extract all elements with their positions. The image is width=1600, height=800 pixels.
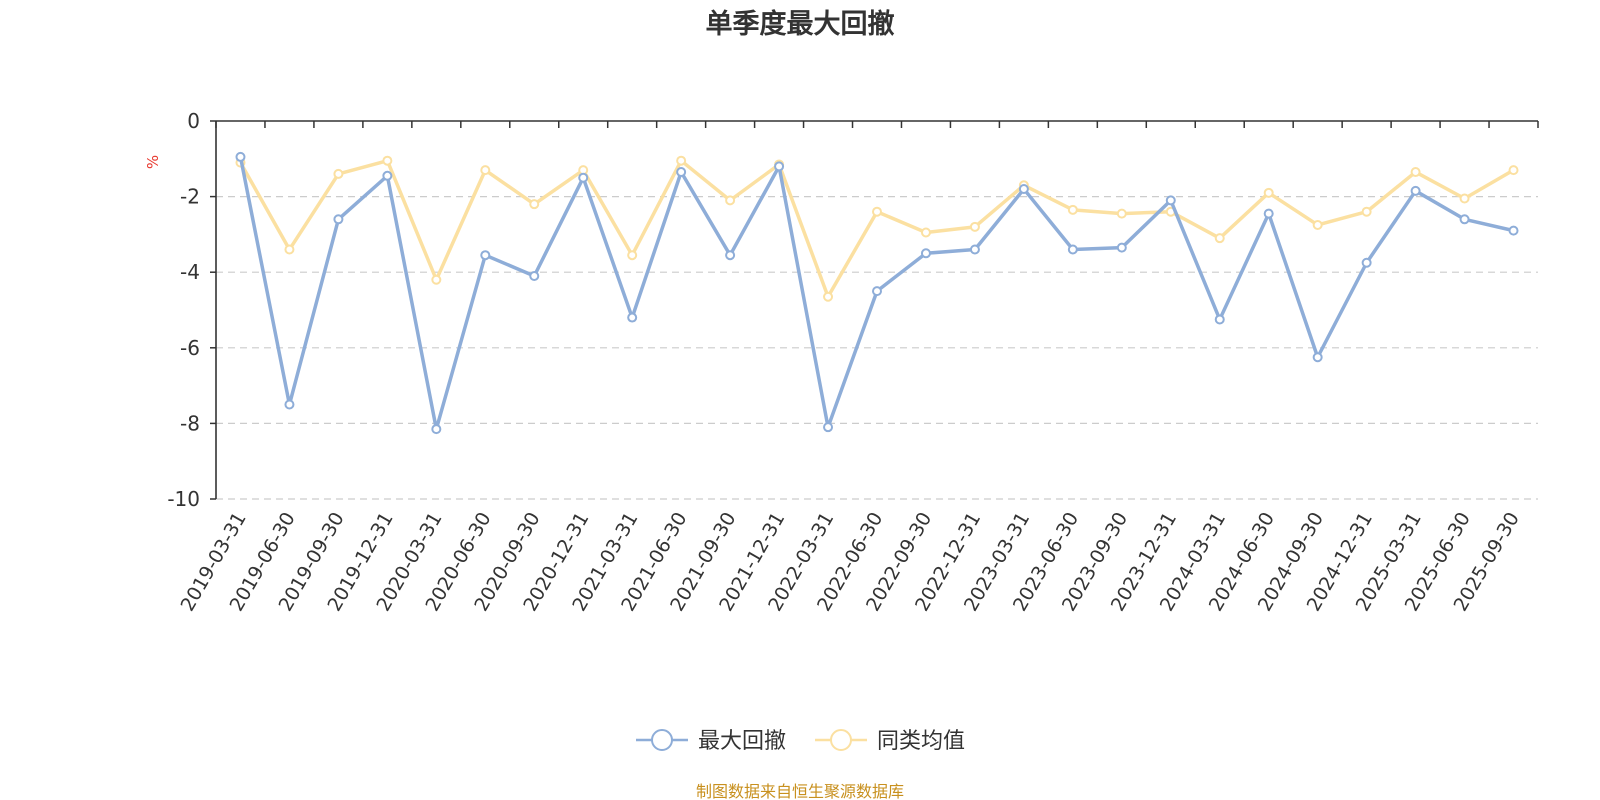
data-point[interactable] bbox=[1410, 185, 1421, 196]
legend[interactable]: 最大回撤 同类均值 bbox=[636, 729, 965, 754]
series-peer-average bbox=[235, 155, 1519, 302]
legend-marker bbox=[651, 729, 673, 751]
series-max-drawdown bbox=[235, 151, 1519, 435]
data-point[interactable] bbox=[627, 312, 638, 323]
data-point[interactable] bbox=[235, 151, 246, 162]
y-axis-unit: % bbox=[144, 155, 162, 169]
data-point[interactable] bbox=[480, 165, 491, 176]
data-point[interactable] bbox=[920, 248, 931, 259]
data-point[interactable] bbox=[382, 170, 393, 181]
data-point[interactable] bbox=[725, 250, 736, 261]
data-point[interactable] bbox=[1459, 214, 1470, 225]
data-point[interactable] bbox=[333, 168, 344, 179]
data-point[interactable] bbox=[1459, 193, 1470, 204]
data-point[interactable] bbox=[333, 214, 344, 225]
data-point[interactable] bbox=[1361, 257, 1372, 268]
data-point[interactable] bbox=[1214, 233, 1225, 244]
data-point[interactable] bbox=[1263, 208, 1274, 219]
y-tick-label: 0 bbox=[187, 109, 200, 133]
data-point[interactable] bbox=[1508, 165, 1519, 176]
data-point[interactable] bbox=[382, 155, 393, 166]
legend-marker bbox=[830, 729, 852, 751]
data-point[interactable] bbox=[823, 291, 834, 302]
data-point[interactable] bbox=[872, 286, 882, 297]
legend-item[interactable]: 同类均值 bbox=[815, 729, 965, 754]
y-tick-label: -8 bbox=[180, 411, 200, 435]
data-point[interactable] bbox=[1214, 314, 1225, 325]
data-point[interactable] bbox=[725, 195, 736, 206]
data-point[interactable] bbox=[676, 167, 687, 178]
series-group bbox=[235, 151, 1519, 435]
data-point[interactable] bbox=[1067, 244, 1078, 255]
data-point[interactable] bbox=[823, 422, 834, 433]
data-point[interactable] bbox=[1361, 206, 1372, 217]
data-point[interactable] bbox=[1165, 195, 1176, 206]
legend-item[interactable]: 最大回撤 bbox=[636, 729, 786, 754]
data-point[interactable] bbox=[627, 250, 638, 261]
data-point[interactable] bbox=[284, 244, 295, 255]
data-point[interactable] bbox=[529, 270, 540, 281]
y-tick-label: -2 bbox=[180, 185, 200, 209]
data-point[interactable] bbox=[1508, 225, 1519, 236]
data-point[interactable] bbox=[431, 424, 442, 435]
legend-label: 最大回撤 bbox=[698, 729, 786, 754]
data-point[interactable] bbox=[774, 161, 785, 172]
data-point[interactable] bbox=[1067, 204, 1078, 215]
data-point[interactable] bbox=[284, 399, 295, 410]
data-point[interactable] bbox=[1018, 184, 1029, 195]
data-point[interactable] bbox=[529, 199, 540, 210]
source-note: 制图数据来自恒生聚源数据库 bbox=[696, 782, 904, 800]
data-point[interactable] bbox=[969, 244, 980, 255]
legend-label: 同类均值 bbox=[877, 729, 965, 754]
data-point[interactable] bbox=[1312, 219, 1323, 230]
data-point[interactable] bbox=[1116, 242, 1127, 253]
data-point[interactable] bbox=[431, 274, 442, 285]
data-point[interactable] bbox=[1312, 352, 1323, 363]
chart-title: 单季度最大回撤 bbox=[706, 8, 895, 40]
grid-lines bbox=[216, 196, 1538, 500]
data-point[interactable] bbox=[480, 250, 491, 261]
data-point[interactable] bbox=[1116, 208, 1127, 219]
data-point[interactable] bbox=[676, 155, 687, 166]
data-point[interactable] bbox=[969, 221, 980, 232]
data-point[interactable] bbox=[1410, 167, 1421, 178]
data-point[interactable] bbox=[920, 227, 931, 238]
y-tick-label: -6 bbox=[180, 336, 200, 360]
data-point[interactable] bbox=[872, 206, 882, 217]
series-line bbox=[238, 158, 1515, 299]
y-tick-label: -4 bbox=[180, 260, 200, 284]
y-tick-label: -10 bbox=[167, 487, 200, 511]
data-point[interactable] bbox=[578, 172, 589, 183]
data-point[interactable] bbox=[1263, 187, 1274, 198]
